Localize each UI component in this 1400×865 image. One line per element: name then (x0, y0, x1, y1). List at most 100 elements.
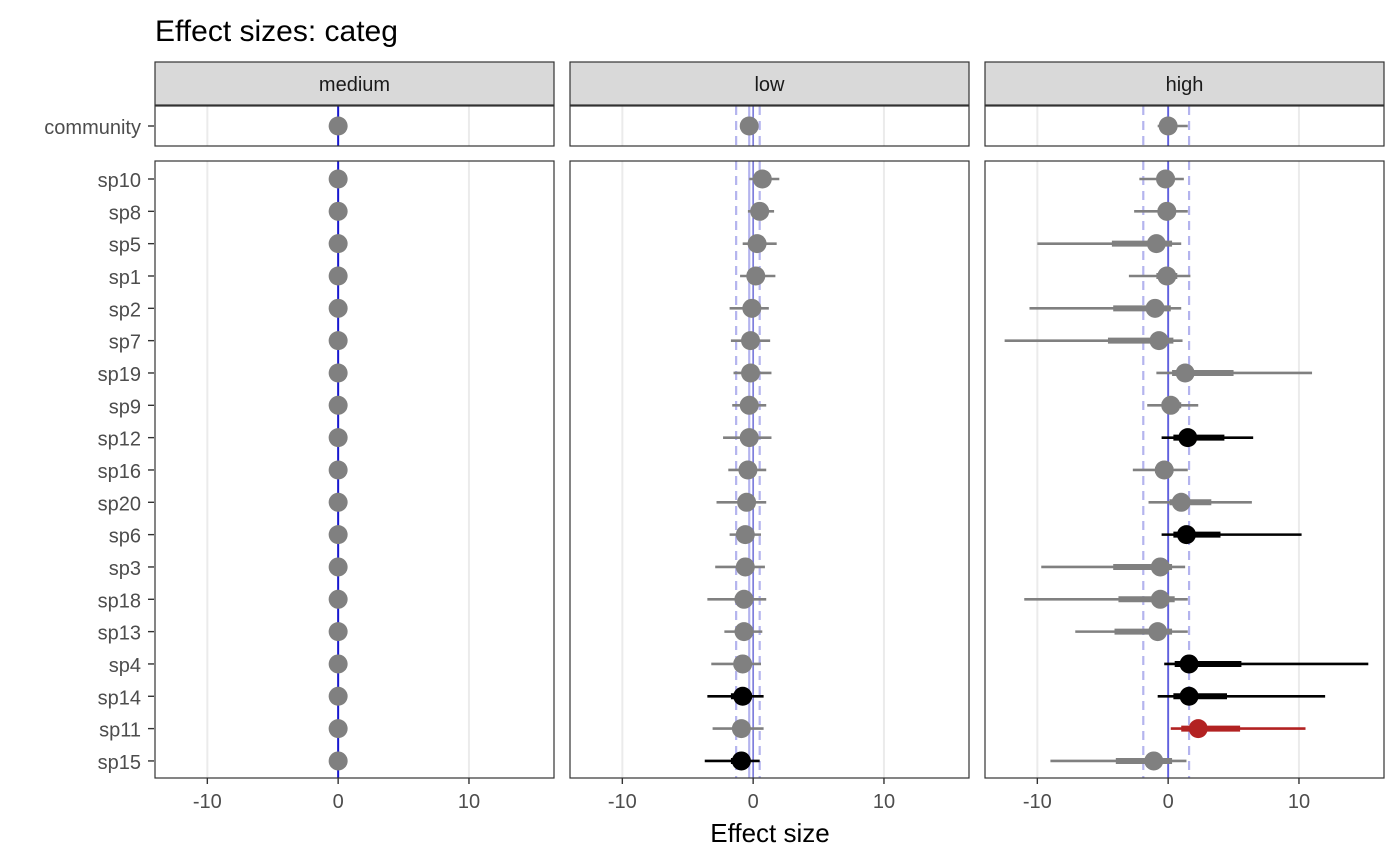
species-sp11-point (328, 719, 348, 739)
facet-strip (984, 61, 1385, 106)
species-panel-border (154, 160, 555, 779)
x-tick-label: 10 (458, 791, 480, 813)
x-axis-label: Effect size (710, 818, 829, 848)
species-sp8-point (328, 201, 348, 221)
facet-panel-medium: medium -10 0 10 (154, 61, 555, 813)
y-tick-label: sp15 (98, 752, 141, 774)
y-tick-label: sp6 (109, 526, 141, 548)
species-sp9-point (739, 395, 759, 415)
y-tick-label: sp20 (98, 493, 141, 515)
species-sp1-point (328, 266, 348, 286)
species-sp5-point (747, 234, 767, 254)
species-sp20-point (328, 492, 348, 512)
species-sp13-point (328, 622, 348, 642)
species-sp8-point (1157, 201, 1177, 221)
species-sp2-point (742, 298, 762, 318)
y-tick-label: sp8 (109, 202, 141, 224)
species-sp18-point (1150, 589, 1170, 609)
species-sp19-point (328, 363, 348, 383)
species-sp9-point (328, 395, 348, 415)
species-sp15-point (1144, 751, 1164, 771)
species-sp14-point (328, 686, 348, 706)
species-sp7-point (1149, 331, 1169, 351)
species-sp11-point (731, 719, 751, 739)
y-tick-label: sp12 (98, 429, 141, 451)
x-tick-label: -10 (608, 791, 637, 813)
community-panel-border (569, 105, 970, 147)
x-tick-label: 0 (1163, 791, 1174, 813)
species-sp3-point (735, 557, 755, 577)
species-sp1-point (1157, 266, 1177, 286)
species-sp16-point (1154, 460, 1174, 480)
species-sp15-point (328, 751, 348, 771)
facet-panel-low: low -10 0 10 (569, 61, 970, 813)
community-point (328, 116, 348, 136)
species-sp12-point (328, 428, 348, 448)
y-tick-label: sp16 (98, 461, 141, 483)
species-sp10-point (752, 169, 772, 189)
y-tick-label: sp4 (109, 655, 141, 677)
species-sp19-point (1175, 363, 1195, 383)
species-sp3-point (328, 557, 348, 577)
y-tick-label: sp5 (109, 235, 141, 257)
y-tick-label: sp11 (99, 720, 141, 742)
species-panel-bg (570, 161, 969, 778)
species-sp15-point (731, 751, 751, 771)
species-sp13-point (734, 622, 754, 642)
species-sp16-point (328, 460, 348, 480)
community-panel-border (154, 105, 555, 147)
species-sp20-point (1171, 492, 1191, 512)
species-sp12-point (739, 428, 759, 448)
facet-strip (569, 61, 970, 106)
species-panel-border (984, 160, 1385, 779)
species-sp10-point (1156, 169, 1176, 189)
x-tick-label: -10 (1023, 791, 1052, 813)
species-sp6-point (328, 525, 348, 545)
species-sp7-point (328, 331, 348, 351)
species-sp7-point (741, 331, 761, 351)
y-tick-label: sp18 (98, 590, 141, 612)
x-tick-label: 10 (873, 791, 895, 813)
species-sp16-point (738, 460, 758, 480)
facet-strip-label: medium (319, 74, 390, 96)
species-sp6-point (735, 525, 755, 545)
species-sp2-point (328, 298, 348, 318)
species-sp8-point (750, 201, 770, 221)
y-tick-label: sp9 (109, 396, 141, 418)
species-sp12-point (1178, 428, 1198, 448)
chart-title: Effect sizes: categ (155, 15, 398, 48)
species-panel-bg (155, 161, 554, 778)
species-sp9-point (1161, 395, 1181, 415)
y-tick-label: sp7 (109, 332, 141, 354)
species-sp14-point (1179, 686, 1199, 706)
community-panel-bg (155, 106, 554, 146)
facet-strip (154, 61, 555, 106)
x-tick-label: 0 (748, 791, 759, 813)
species-sp2-point (1145, 298, 1165, 318)
species-sp5-point (1146, 234, 1166, 254)
y-tick-label: sp2 (109, 299, 141, 321)
facet-panels: medium -10 0 10 low -10 0 10 high -10 0 10 (154, 61, 1385, 813)
y-tick-label: sp10 (98, 170, 141, 192)
species-sp13-point (1148, 622, 1168, 642)
species-panel-border (569, 160, 970, 779)
x-tick-label: -10 (193, 791, 222, 813)
facet-strip-label: high (1166, 74, 1204, 96)
species-sp4-point (328, 654, 348, 674)
facet-panel-high: high -10 0 10 (984, 61, 1385, 813)
species-sp20-point (737, 492, 757, 512)
community-point (739, 116, 759, 136)
y-tick-label-community: community (44, 117, 141, 139)
species-sp14-point (733, 686, 753, 706)
species-sp3-point (1150, 557, 1170, 577)
species-sp18-point (734, 589, 754, 609)
y-tick-label: sp19 (98, 364, 141, 386)
y-axis-labels: community sp10 sp8 sp5 sp1 sp2 sp7 sp19 sp9 sp12 s… (44, 117, 154, 774)
y-tick-label: sp13 (98, 623, 141, 645)
species-sp4-point (1179, 654, 1199, 674)
y-tick-label: sp14 (98, 687, 141, 709)
facet-strip-label: low (754, 74, 785, 96)
species-sp6-point (1176, 525, 1196, 545)
community-panel-border (984, 105, 1385, 147)
